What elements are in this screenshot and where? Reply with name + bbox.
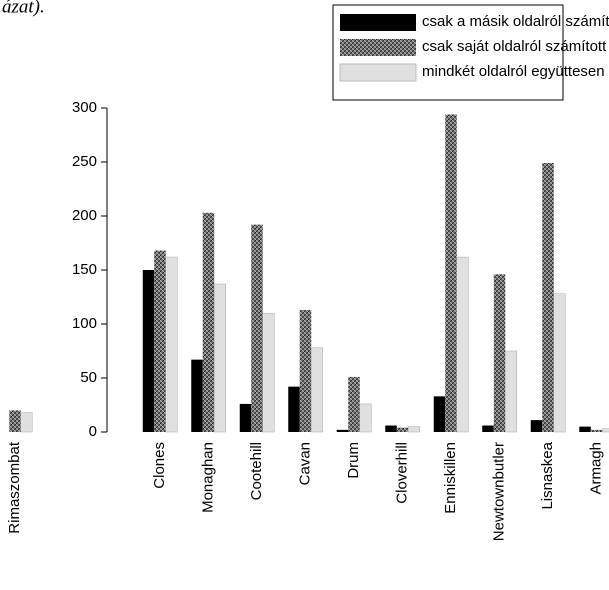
bar bbox=[202, 212, 215, 432]
bar bbox=[9, 410, 21, 432]
y-tick-label: 50 bbox=[80, 369, 97, 386]
bar bbox=[505, 350, 517, 433]
bar bbox=[590, 429, 603, 432]
x-tick-label: Monaghan bbox=[199, 442, 216, 513]
bar bbox=[482, 425, 494, 432]
x-tick-label: Armagh bbox=[587, 442, 604, 495]
caption-fragment: ázat). bbox=[2, 0, 45, 17]
bar bbox=[445, 114, 457, 432]
bar bbox=[579, 426, 591, 432]
bar bbox=[20, 412, 33, 433]
x-tick-label: Drum bbox=[345, 442, 362, 479]
x-tick-label: Clones bbox=[151, 442, 168, 489]
legend-swatch bbox=[339, 63, 417, 82]
bar bbox=[385, 425, 397, 432]
x-tick-label: Enniskillen bbox=[442, 442, 459, 514]
bar bbox=[359, 403, 372, 433]
legend-label: mindkét oldalról együttesen számított bbox=[422, 63, 609, 80]
bar bbox=[251, 224, 263, 432]
bar bbox=[433, 396, 446, 432]
y-tick-label: 200 bbox=[72, 207, 97, 224]
legend-swatch bbox=[340, 39, 416, 56]
bar bbox=[214, 283, 226, 433]
bar bbox=[456, 256, 469, 433]
legend-label: csak a másik oldalról számított bbox=[422, 13, 609, 30]
bar bbox=[239, 403, 252, 432]
x-tick-label: Cavan bbox=[296, 442, 313, 485]
y-tick-label: 100 bbox=[72, 315, 97, 332]
y-tick-label: 250 bbox=[72, 153, 97, 170]
x-tick-label: Rimaszombat bbox=[6, 441, 23, 534]
bar bbox=[165, 256, 178, 433]
x-tick-label: Newtownbutler bbox=[490, 442, 507, 541]
x-tick-label: Cloverhill bbox=[393, 442, 410, 504]
x-tick-label: Cootehill bbox=[248, 442, 265, 500]
x-tick-label: Lisnaskea bbox=[539, 441, 556, 509]
bar bbox=[299, 309, 312, 432]
bar bbox=[336, 429, 349, 432]
bar bbox=[542, 163, 554, 432]
y-tick-label: 300 bbox=[72, 99, 97, 116]
y-tick-label: 0 bbox=[89, 423, 97, 440]
bar bbox=[191, 359, 203, 432]
bar bbox=[311, 347, 323, 433]
bar bbox=[602, 428, 609, 433]
legend-swatch bbox=[340, 14, 416, 31]
bar bbox=[262, 312, 275, 433]
bar bbox=[530, 420, 543, 432]
bar bbox=[553, 293, 566, 433]
bar bbox=[154, 250, 166, 432]
bar bbox=[408, 426, 420, 433]
bar bbox=[396, 427, 409, 432]
legend-label: csak saját oldalról számított bbox=[422, 38, 607, 55]
bar bbox=[142, 270, 155, 432]
bar bbox=[288, 386, 300, 432]
y-tick-label: 150 bbox=[72, 261, 97, 278]
bar bbox=[493, 274, 506, 432]
bar bbox=[348, 376, 360, 432]
